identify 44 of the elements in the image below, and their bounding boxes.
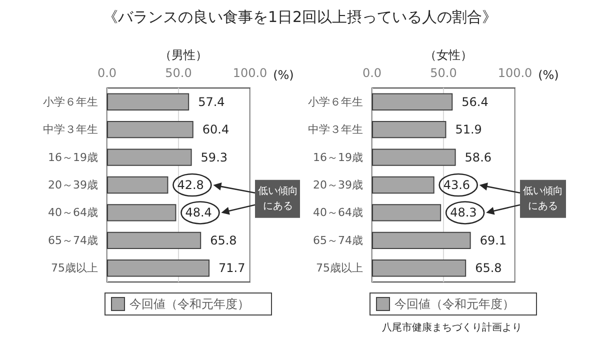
data-label: 71.7 xyxy=(218,261,246,276)
y-tick-label: 中学３年生 xyxy=(308,123,363,136)
y-tick-label: 65～74歳 xyxy=(313,234,363,247)
y-tick-label: 小学６年生 xyxy=(308,95,363,108)
text: 低い傾向にある xyxy=(258,184,298,212)
data-label: 60.4 xyxy=(202,122,230,137)
text: 《バランスの良い食事を1日2回以上摂っている人の割合》 xyxy=(102,8,498,27)
x-tick-label: 100.0 xyxy=(498,66,532,80)
text: 低い傾向にある xyxy=(523,184,563,212)
data-label: 51.9 xyxy=(455,122,482,137)
data-label: 42.8 xyxy=(177,178,204,192)
y-tick-label: 20～39歳 xyxy=(313,178,363,192)
y-tick-label: 65～74歳 xyxy=(48,234,98,247)
y-tick-label: 中学３年生 xyxy=(43,123,98,136)
y-tick-label: 16～19歳 xyxy=(48,150,98,164)
chart-subtitle: （女性） xyxy=(424,48,472,62)
x-tick-label: 0.0 xyxy=(362,66,382,80)
data-label: 69.1 xyxy=(480,233,507,248)
y-tick-label: 20～39歳 xyxy=(48,178,98,192)
x-axis-title: (%) xyxy=(538,68,559,82)
data-label: 59.3 xyxy=(200,150,228,164)
data-label: 43.6 xyxy=(443,178,470,192)
x-tick-label: 50.0 xyxy=(430,66,457,80)
legend-label: 今回値（令和元年度） xyxy=(130,297,250,311)
x-tick-label: 50.0 xyxy=(165,66,192,80)
data-label: 56.4 xyxy=(462,94,488,109)
y-tick-label: 小学６年生 xyxy=(43,95,98,108)
data-label: 48.4 xyxy=(185,206,212,220)
x-tick-label: 100.0 xyxy=(232,66,268,80)
y-tick-label: 75歳以上 xyxy=(51,262,98,275)
data-label: 65.8 xyxy=(475,261,502,276)
y-tick-label: 75歳以上 xyxy=(316,262,363,275)
chart-subtitle: （男性） xyxy=(160,48,208,62)
x-tick-label: 0.0 xyxy=(97,66,117,80)
x-axis-title: (%) xyxy=(273,68,294,82)
data-label: 57.4 xyxy=(198,94,225,109)
y-tick-label: 40～64歳 xyxy=(313,206,363,220)
data-label: 48.3 xyxy=(450,206,477,220)
y-tick-label: 16～19歳 xyxy=(313,150,363,164)
legend-label: 今回値（令和元年度） xyxy=(394,297,514,311)
data-label: 65.8 xyxy=(210,233,237,248)
y-tick-label: 40～64歳 xyxy=(48,206,98,220)
data-label: 58.6 xyxy=(464,150,492,164)
text: 八尾市健康まちづくり計画より xyxy=(382,322,522,334)
